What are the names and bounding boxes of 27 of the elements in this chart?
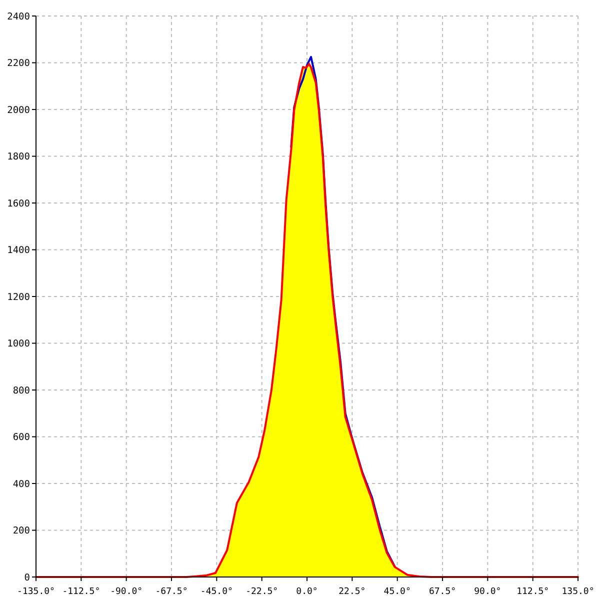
y-tick-label: 1600 xyxy=(7,198,30,210)
y-tick-label: 600 xyxy=(12,432,30,444)
x-tick-label: 0.0° xyxy=(296,587,318,597)
y-tick-label: 0 xyxy=(24,572,30,584)
y-tick-label: 2400 xyxy=(7,11,30,22)
x-tick-label: 22.5° xyxy=(338,587,366,597)
x-tick-label: 112.5° xyxy=(516,587,550,597)
x-tick-label: -112.5° xyxy=(62,587,100,597)
x-tick-label: 135.0° xyxy=(562,587,594,597)
y-tick-label: 1200 xyxy=(7,292,30,303)
y-tick-label: 800 xyxy=(12,385,30,396)
x-tick-label: 90.0° xyxy=(474,587,502,597)
x-tick-label: -45.0° xyxy=(200,587,233,597)
y-tick-label: 2200 xyxy=(7,58,30,70)
x-tick-label: -67.5° xyxy=(155,587,188,597)
x-tick-label: -90.0° xyxy=(110,587,143,597)
x-tick-label: -135.0° xyxy=(17,587,55,597)
y-tick-label: 400 xyxy=(12,478,30,490)
y-tick-label: 1400 xyxy=(7,245,30,256)
y-tick-label: 1800 xyxy=(7,152,30,163)
x-tick-label: -22.5° xyxy=(246,587,278,597)
y-tick-label: 1000 xyxy=(7,338,30,350)
line-series xyxy=(290,56,396,568)
y-tick-label: 2000 xyxy=(7,104,30,116)
x-tick-label: 67.5° xyxy=(428,587,456,597)
x-tick-label: 45.0° xyxy=(384,587,411,597)
y-tick-label: 200 xyxy=(12,526,30,537)
